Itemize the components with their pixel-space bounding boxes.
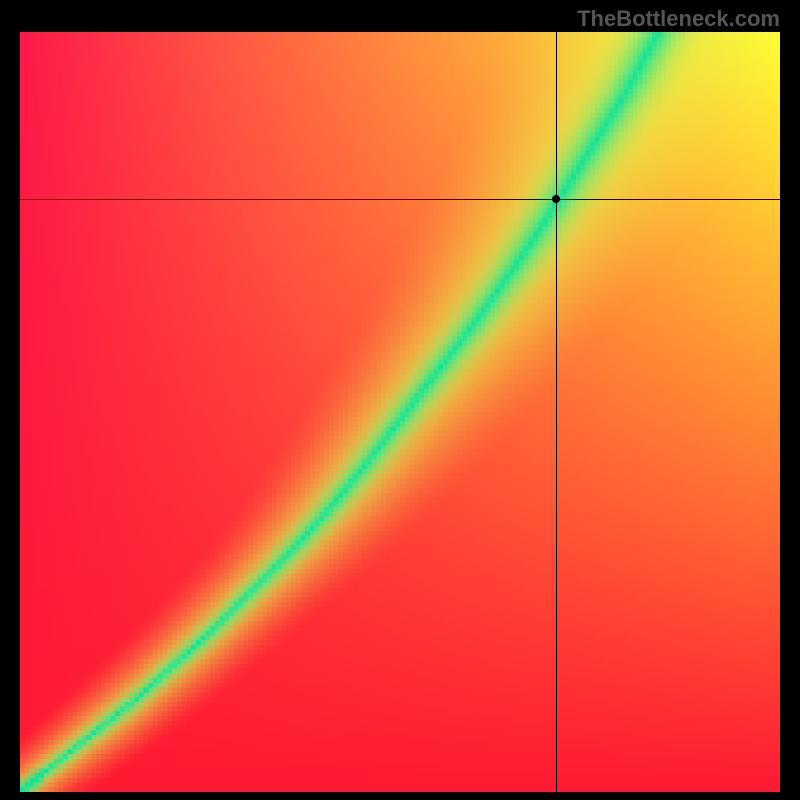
crosshair-horizontal bbox=[20, 199, 780, 200]
crosshair-vertical bbox=[556, 32, 557, 792]
chart-container: TheBottleneck.com bbox=[0, 0, 800, 800]
heatmap-canvas bbox=[20, 32, 780, 792]
heatmap-plot bbox=[20, 32, 780, 792]
crosshair-marker bbox=[552, 195, 560, 203]
watermark-text: TheBottleneck.com bbox=[577, 6, 780, 32]
